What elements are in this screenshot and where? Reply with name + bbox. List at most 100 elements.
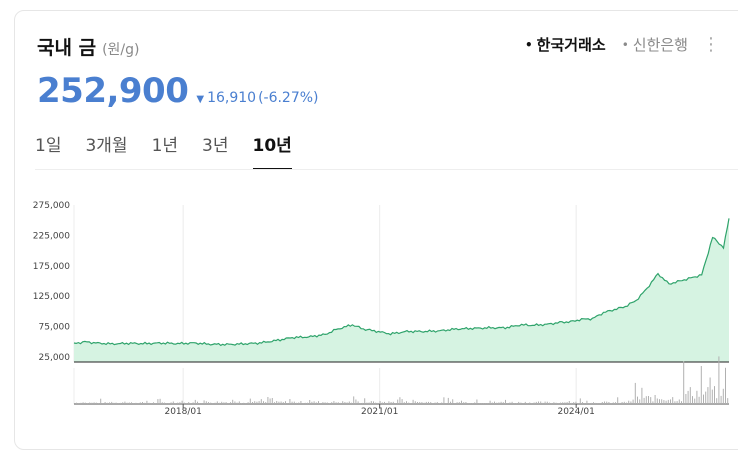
volume-bar xyxy=(595,402,597,404)
volume-bar xyxy=(188,402,190,404)
volume-bar xyxy=(535,401,537,404)
tab-3years[interactable]: 3년 xyxy=(202,136,229,156)
volume-bar xyxy=(214,402,216,404)
volume-bar xyxy=(557,403,559,404)
volume-bar xyxy=(654,395,656,404)
volume-bar xyxy=(335,402,337,404)
volume-bar xyxy=(560,402,561,404)
volume-bar xyxy=(78,403,80,404)
volume-bar xyxy=(687,390,689,404)
volume-bar xyxy=(375,402,377,404)
volume-bar xyxy=(659,399,660,404)
volume-bar xyxy=(225,402,227,404)
volume-bar xyxy=(397,399,399,404)
volume-bar xyxy=(593,402,594,404)
tab-1year[interactable]: 1년 xyxy=(151,136,179,156)
volume-bar xyxy=(447,397,449,404)
volume-bar xyxy=(291,401,293,404)
volume-bar xyxy=(678,399,680,404)
volume-bar xyxy=(524,401,526,404)
volume-bar xyxy=(626,402,627,404)
volume-bar xyxy=(82,402,84,404)
volume-bar xyxy=(456,402,458,404)
volume-bar xyxy=(689,387,691,404)
tab-3months[interactable]: 3개월 xyxy=(85,136,128,156)
volume-bar xyxy=(331,402,333,404)
volume-bar xyxy=(197,401,198,404)
volume-bar xyxy=(199,403,201,404)
volume-bar xyxy=(315,402,317,404)
volume-bar xyxy=(582,402,583,404)
volume-bar xyxy=(683,361,685,404)
volume-bar xyxy=(384,401,385,404)
volume-bar xyxy=(271,398,273,404)
volume-bar xyxy=(186,403,187,404)
volume-bar xyxy=(634,382,636,404)
volume-bar xyxy=(645,396,647,404)
volume-bar xyxy=(280,401,282,404)
volume-bar xyxy=(364,398,366,404)
volume-bar xyxy=(487,403,489,404)
volume-bar xyxy=(513,403,515,404)
volume-bar xyxy=(676,401,678,404)
volume-bar xyxy=(707,387,709,404)
x-tick-label: 2021/01 xyxy=(361,407,398,417)
volume-bar xyxy=(155,403,157,404)
volume-bar xyxy=(608,402,610,404)
volume-bar xyxy=(628,400,630,404)
volume-bar xyxy=(502,402,504,404)
volume-bar xyxy=(179,402,181,404)
volume-bar xyxy=(212,403,214,404)
volume-bar xyxy=(643,397,645,404)
volume-bar xyxy=(329,403,330,404)
volume-bar xyxy=(478,403,480,404)
volume-bar xyxy=(302,403,304,404)
volume-bar xyxy=(340,402,341,404)
volume-bar xyxy=(566,402,568,404)
volume-bar xyxy=(542,402,544,404)
volume-bar xyxy=(406,401,407,404)
volume-bar xyxy=(639,399,641,404)
vertical-ellipsis-icon[interactable]: ⋮ xyxy=(701,33,720,55)
tab-1day[interactable]: 1일 xyxy=(35,136,62,156)
volume-bar xyxy=(408,402,410,404)
volume-bar xyxy=(597,403,599,404)
price-chart[interactable]: 275,000 225,000 175,000 125,000 75,000 25,000… xyxy=(0,0,738,432)
volume-bar xyxy=(423,402,425,404)
volume-bar xyxy=(252,402,253,404)
source-option-shinhan[interactable]: • 신한은행 xyxy=(622,34,688,55)
volume-bar xyxy=(346,402,348,404)
volume-bar xyxy=(461,400,462,404)
bullet-icon: • xyxy=(621,37,629,52)
volume-bar xyxy=(351,402,352,404)
volume-bar xyxy=(445,403,447,404)
volume-bar xyxy=(166,403,168,404)
volume-bar xyxy=(192,402,194,404)
volume-bar xyxy=(296,402,297,404)
volume-bar xyxy=(258,401,260,404)
volume-bar xyxy=(95,402,97,404)
volume-bar xyxy=(137,403,139,404)
volume-bar xyxy=(91,402,93,404)
volume-bar xyxy=(714,386,715,404)
volume-bar xyxy=(436,402,438,404)
unit-label: (원/g) xyxy=(102,42,140,58)
volume-bar xyxy=(311,401,313,404)
volume-bar xyxy=(289,399,291,404)
volume-bar xyxy=(377,402,379,404)
source-option-krx[interactable]: • 한국거래소 xyxy=(525,34,606,55)
volume-bar xyxy=(298,402,300,404)
volume-bar xyxy=(480,403,482,404)
volume-bar xyxy=(76,402,77,404)
volume-bar xyxy=(395,403,396,404)
volume-bar xyxy=(443,397,445,404)
volume-bar xyxy=(417,402,418,404)
volume-bar xyxy=(511,401,513,404)
volume-bar xyxy=(522,403,524,404)
volume-bar xyxy=(392,401,394,404)
volume-bar xyxy=(359,403,361,404)
tab-divider xyxy=(35,169,738,170)
volume-bar xyxy=(337,402,339,404)
volume-bar xyxy=(623,401,625,404)
volume-bar xyxy=(610,403,612,404)
